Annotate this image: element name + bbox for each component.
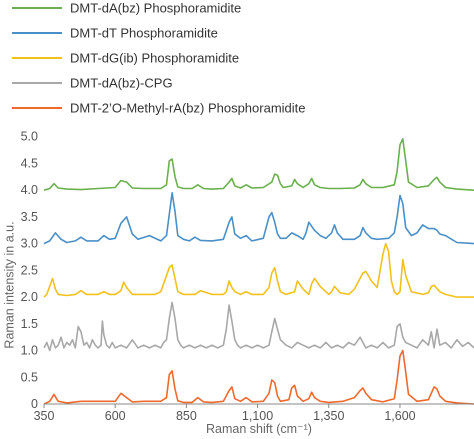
y-tick-label: 0 bbox=[31, 397, 38, 411]
y-axis-title: Raman intensity in a.u. bbox=[2, 221, 16, 348]
legend-label: DMT-dA(bz)-CPG bbox=[70, 76, 173, 91]
x-tick-label: 600 bbox=[105, 409, 126, 423]
x-tick-label: 1,350 bbox=[313, 409, 344, 423]
legend-label: DMT-dA(bz) Phosphoramidite bbox=[70, 1, 241, 16]
y-tick-label: 3.0 bbox=[21, 237, 38, 251]
y-tick-label: 1.0 bbox=[21, 344, 38, 358]
y-tick-label: 2.5 bbox=[21, 263, 38, 277]
x-axis-ticks: 350 600 850 1,100 1,350 1,600 bbox=[34, 404, 416, 423]
x-axis-title: Raman shift (cm⁻¹) bbox=[206, 422, 312, 436]
y-tick-label: 3.5 bbox=[21, 210, 38, 224]
x-tick-label: 850 bbox=[176, 409, 197, 423]
y-tick-label: 4.0 bbox=[21, 183, 38, 197]
y-tick-label: 0.5 bbox=[21, 370, 38, 384]
series-line bbox=[43, 242, 474, 298]
chart-legend: DMT-dA(bz) Phosphoramidite DMT-dT Phospho… bbox=[12, 1, 306, 116]
x-tick-label: 1,100 bbox=[242, 409, 273, 423]
y-tick-label: 1.5 bbox=[21, 317, 38, 331]
legend-label: DMT-2’O-Methyl-rA(bz) Phosphoramidite bbox=[70, 101, 306, 116]
y-axis-ticks: 0 0.5 1.0 1.5 2.0 2.5 3.0 3.5 4.0 4.5 5.0 bbox=[21, 130, 38, 411]
y-tick-label: 4.5 bbox=[21, 156, 38, 170]
y-tick-label: 5.0 bbox=[21, 130, 38, 144]
plot-lines bbox=[43, 138, 474, 405]
series-line bbox=[43, 301, 474, 352]
legend-label: DMT-dT Phosphoramidite bbox=[70, 26, 218, 41]
x-tick-label: 350 bbox=[34, 409, 55, 423]
series-line bbox=[43, 349, 474, 405]
legend-label: DMT-dG(ib) Phosphoramidite bbox=[70, 51, 239, 66]
series-line bbox=[43, 192, 474, 245]
y-tick-label: 2.0 bbox=[21, 290, 38, 304]
series-line bbox=[43, 138, 474, 191]
x-tick-label: 1,600 bbox=[384, 409, 415, 423]
